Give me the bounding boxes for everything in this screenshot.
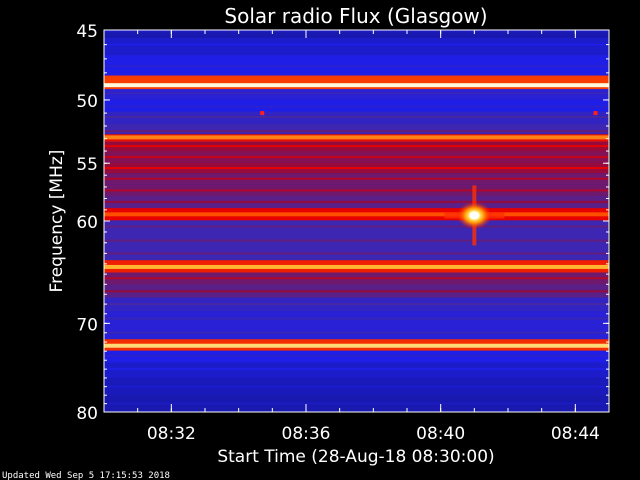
band-line-68 [104,303,609,306]
band-line-49.5 [104,92,609,95]
burst-2 [593,111,598,116]
band-line-55.4 [104,167,609,170]
band-line-64.3 [104,264,609,269]
band-line-58.3 [104,200,609,203]
updated-timestamp: Updated Wed Sep 5 17:15:53 2018 [2,471,170,480]
band-line-77 [104,385,609,388]
band-line-56.3 [104,177,609,180]
band-46 [104,38,609,56]
x-tick-label-08:40: 08:40 [416,424,465,444]
burst-0 [444,185,505,246]
band-line-66.7 [104,290,609,293]
burst-1 [260,111,265,116]
band-75 [104,362,609,378]
y-tick-label-45: 45 [76,22,98,42]
y-axis-label: Frequency [MHz] [47,150,67,293]
band-line-79 [104,402,609,405]
band-line-50.5 [104,105,609,108]
bursts-layer [260,111,598,246]
band-line-48.9 [104,83,609,88]
x-tick-label-08:44: 08:44 [551,424,600,444]
band-line-63 [104,252,609,255]
chart-title: Solar radio Flux (Glasgow) [224,4,487,28]
band-line-51.3 [104,115,609,118]
band-line-53.6 [104,145,609,148]
y-tick-label-50: 50 [76,92,98,112]
band-line-45.1 [104,30,609,33]
band-line-52.9 [104,135,609,140]
band-line-69.5 [104,317,609,320]
band-line-73.5 [104,354,609,357]
band-line-57.3 [104,189,609,192]
x-axis: 08:32 08:36 08:40 08:44 [103,30,610,444]
band-line-75 [104,368,609,371]
y-tick-label-55: 55 [76,155,98,175]
band-line-47.5 [104,64,609,67]
band-line-72.4 [104,343,609,348]
band-line-54.5 [104,156,609,159]
band-line-59.4 [104,212,609,217]
band-line-60.5 [104,225,609,228]
y-tick-label-70: 70 [76,315,98,335]
bands-layer [104,30,609,412]
band-line-52.4 [104,130,609,133]
band-line-65.4 [104,277,609,280]
x-tick-label-08:36: 08:36 [282,424,331,444]
y-tick-label-60: 60 [76,213,98,233]
x-axis-label: Start Time (28-Aug-18 08:30:00) [217,447,494,467]
band-45.1 [104,30,609,39]
x-tick-label-08:32: 08:32 [147,424,196,444]
band-line-46 [104,43,609,46]
band-line-71 [104,331,609,334]
plot-area [104,30,609,412]
y-axis: 45 50 55 60 70 80 [76,22,609,424]
band-52.4 [104,124,609,135]
y-tick-label-80: 80 [76,404,98,424]
band-line-61.8 [104,239,609,242]
band-49.5 [104,89,609,100]
